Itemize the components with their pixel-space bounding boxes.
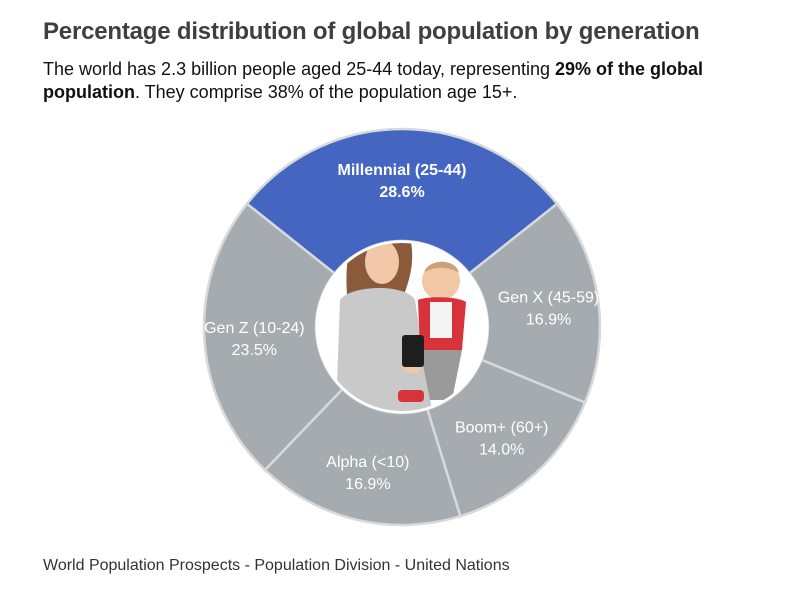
slice-label-alpha-10: Alpha (<10) [326,454,409,471]
slice-value-gen-z-10-24: 23.5% [232,342,277,359]
chart-subtitle: The world has 2.3 billion people aged 25… [43,58,763,104]
slice-label-boom-60: Boom+ (60+) [455,419,548,436]
center-photo [318,243,486,411]
source-note: World Population Prospects - Population … [43,557,510,574]
slice-value-gen-x-45-59: 16.9% [526,311,571,328]
inner-ring [315,240,489,414]
slice-labels: Millennial (25-44) 28.6% Gen X (45-59) 16.9… [204,162,599,493]
slice-value-millennial-25-44: 28.6% [379,184,424,201]
slice-value-boom-60: 14.0% [479,441,524,458]
slice-label-gen-z-10-24: Gen Z (10-24) [204,320,304,337]
subtitle-highlight: 29% of the global population [43,59,704,102]
slice-label-gen-x-45-59: Gen X (45-59) [498,289,599,306]
donut-slices [202,127,602,527]
slice-label-millennial-25-44: Millennial (25-44) [338,162,467,179]
slice-value-alpha-10: 16.9% [345,476,390,493]
chart-title: Percentage distribution of global popula… [43,18,700,45]
subtitle-text-start: The world has 2.3 billion people aged 25… [43,59,556,79]
subtitle-text-end: . They comprise 38% of the population ag… [134,82,518,102]
